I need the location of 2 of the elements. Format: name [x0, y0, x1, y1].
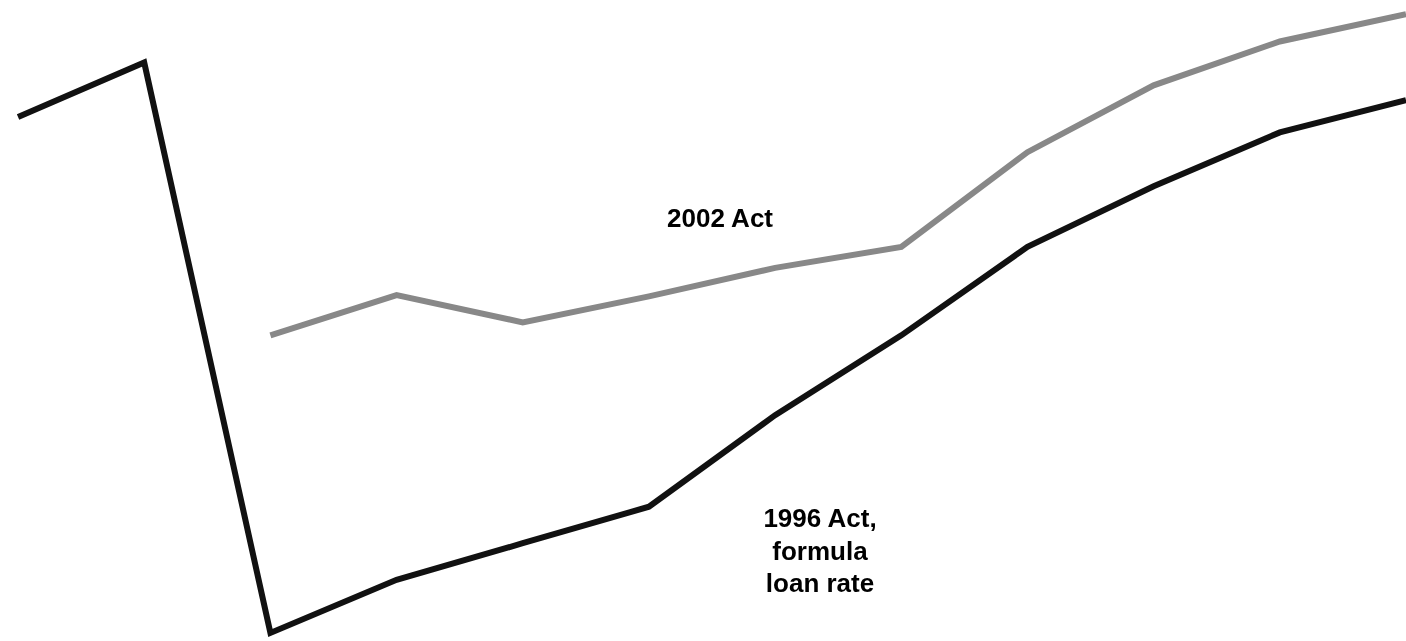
series-label: 2002 Act [666, 202, 774, 235]
text: 1996 Act, formula loan rate [762, 502, 878, 600]
